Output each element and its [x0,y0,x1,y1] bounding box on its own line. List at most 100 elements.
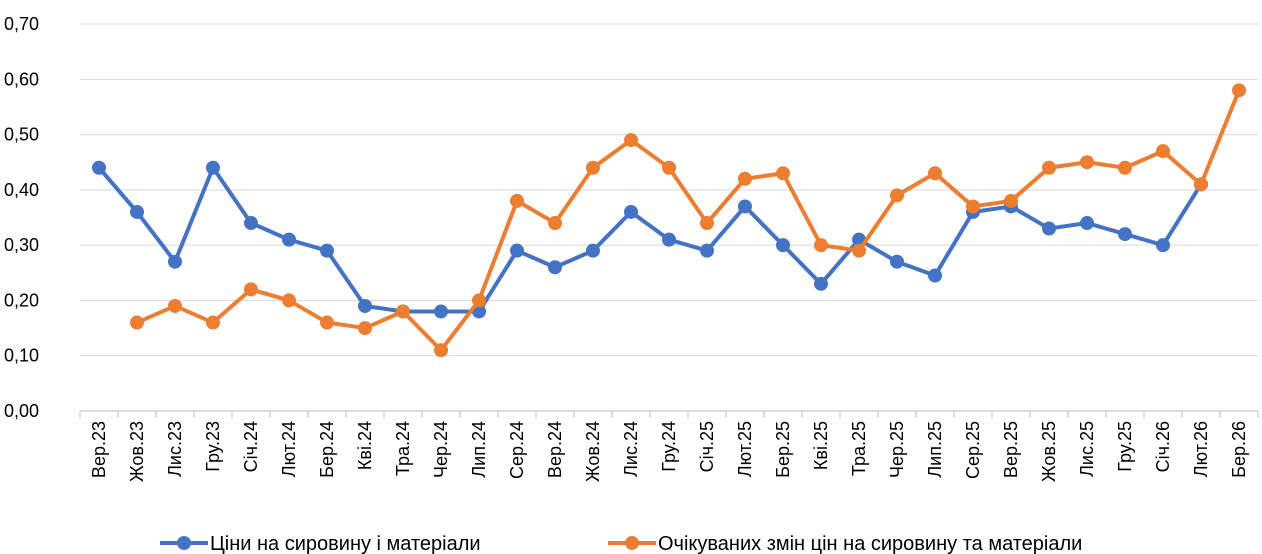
data-point-series-0 [130,204,144,219]
x-tick-label: Січ.26 [1153,421,1173,472]
data-point-series-1 [662,160,676,175]
y-tick-label: 0,70 [4,14,39,34]
data-point-series-1 [320,315,334,330]
data-point-series-1 [168,298,182,313]
series-line-1 [135,88,1241,353]
data-point-series-1 [586,160,600,175]
data-point-series-1 [244,282,258,297]
x-tick-label: Лют.24 [279,421,299,477]
data-point-series-1 [1118,160,1132,175]
data-point-series-1 [852,243,866,258]
data-point-series-0 [700,243,714,258]
x-tick-label: Лип.25 [925,421,945,478]
series-line-0 [97,165,1203,314]
data-point-series-1 [1194,177,1208,192]
data-point-series-0 [1080,216,1094,231]
data-point-series-0 [510,243,524,258]
data-point-series-1 [624,133,638,148]
x-tick-label: Жов.24 [583,421,603,482]
data-point-series-0 [1156,238,1170,253]
data-point-series-0 [624,204,638,219]
x-tick-label: Кві.24 [355,421,375,470]
x-tick-label: Вер.25 [1001,421,1021,478]
data-point-series-0 [358,298,372,313]
data-point-series-0 [168,254,182,269]
y-tick-label: 0,40 [4,180,39,200]
x-tick-label: Гру.25 [1115,421,1135,472]
data-point-series-1 [1080,155,1094,170]
x-tick-label: Лис.24 [621,421,641,477]
x-tick-label: Січ.25 [697,421,717,472]
data-point-series-0 [548,260,562,275]
x-tick-label: Лис.23 [165,421,185,477]
x-tick-label: Бер.25 [773,421,793,478]
data-point-series-1 [358,321,372,336]
x-tick-label: Гру.23 [203,421,223,472]
x-tick-label: Вер.23 [89,421,109,478]
data-point-series-0 [434,304,448,319]
x-tick-label: Вер.24 [545,421,565,478]
x-tick-label: Бер.24 [317,421,337,478]
x-tick-label: Тра.25 [849,421,869,476]
data-point-series-1 [1042,160,1056,175]
x-tick-label: Жов.25 [1039,421,1059,482]
data-point-series-0 [282,232,296,247]
y-tick-label: 0,20 [4,290,39,310]
data-point-series-0 [586,243,600,258]
data-point-series-1 [130,315,144,330]
data-point-series-1 [434,343,448,358]
data-point-series-1 [1232,83,1246,98]
data-point-series-0 [890,254,904,269]
y-tick-label: 0,10 [4,346,39,366]
data-point-series-0 [1118,227,1132,242]
data-point-series-1 [282,293,296,308]
data-point-series-0 [814,276,828,291]
data-point-series-0 [320,243,334,258]
data-point-series-0 [1042,221,1056,236]
data-point-series-1 [1004,193,1018,208]
legend-label-0: Ціни на сировину і матеріали [210,533,481,554]
data-point-series-1 [890,188,904,203]
data-point-series-1 [738,171,752,186]
y-tick-label: 0,60 [4,69,39,89]
data-point-series-1 [700,216,714,231]
data-point-series-1 [814,238,828,253]
data-point-series-0 [928,268,942,283]
data-point-series-1 [928,166,942,181]
data-point-series-1 [966,199,980,214]
x-tick-label: Чер.25 [887,421,907,478]
y-tick-label: 0,50 [4,125,39,145]
x-tick-label: Гру.24 [659,421,679,472]
legend-marker-1 [625,536,639,550]
data-point-series-0 [206,160,220,175]
data-point-series-1 [1156,144,1170,159]
y-tick-label: 0,00 [4,401,39,421]
data-point-series-0 [244,216,258,231]
x-tick-label: Жов.23 [127,421,147,482]
x-tick-label: Лют.25 [735,421,755,477]
legend-label-1: Очікуваних змін цін на сировину та матер… [658,533,1082,554]
data-point-series-1 [396,304,410,319]
x-tick-label: Сер.24 [507,421,527,479]
x-tick-label: Бер.26 [1229,421,1249,478]
x-tick-label: Сер.25 [963,421,983,479]
x-tick-label: Лют.26 [1191,421,1211,477]
x-tick-label: Кві.25 [811,421,831,470]
y-tick-label: 0,30 [4,235,39,255]
data-point-series-0 [92,160,106,175]
data-point-series-1 [510,193,524,208]
x-tick-label: Тра.24 [393,421,413,476]
x-tick-label: Чер.24 [431,421,451,478]
data-point-series-0 [662,232,676,247]
data-point-series-1 [206,315,220,330]
data-point-series-1 [548,216,562,231]
x-tick-label: Лис.25 [1077,421,1097,477]
data-point-series-0 [776,238,790,253]
data-point-series-0 [738,199,752,214]
data-point-series-1 [776,166,790,181]
x-tick-label: Лип.24 [469,421,489,478]
legend-marker-0 [177,536,191,550]
data-point-series-1 [472,293,486,308]
